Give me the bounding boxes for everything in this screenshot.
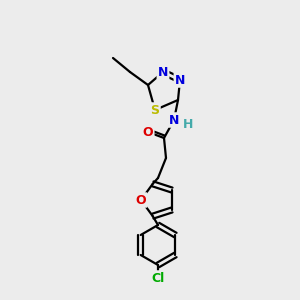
Text: N: N	[175, 74, 185, 86]
Text: N: N	[158, 65, 168, 79]
Text: N: N	[169, 113, 179, 127]
Text: O: O	[136, 194, 146, 206]
Text: Cl: Cl	[152, 272, 165, 284]
Text: O: O	[143, 125, 153, 139]
Text: H: H	[183, 118, 193, 130]
Text: S: S	[151, 103, 160, 116]
